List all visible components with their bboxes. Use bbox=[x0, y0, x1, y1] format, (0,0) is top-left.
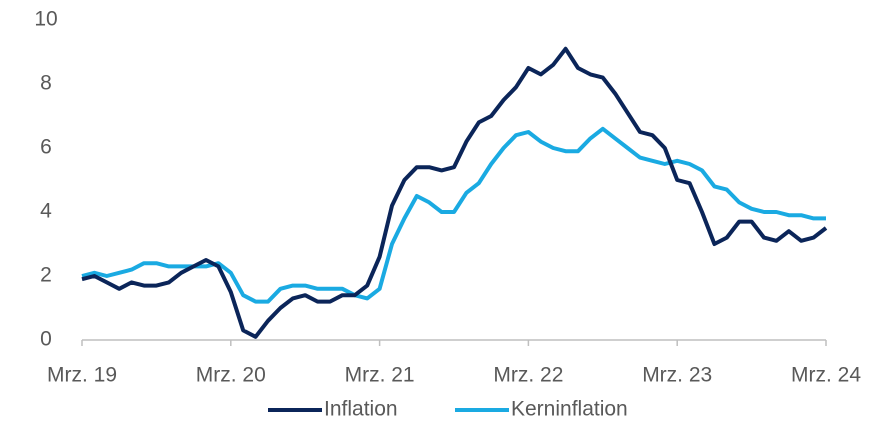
y-tick-label: 6 bbox=[40, 136, 52, 159]
line-series bbox=[81, 46, 828, 339]
y-tick-label: 2 bbox=[40, 264, 52, 287]
y-tick-label: 8 bbox=[40, 72, 52, 95]
line-series bbox=[81, 126, 826, 304]
x-tick-label: Mrz. 20 bbox=[196, 364, 266, 387]
x-tick-label: Mrz. 21 bbox=[345, 364, 415, 387]
x-tick-label: Mrz. 19 bbox=[47, 364, 117, 387]
x-tick-label: Mrz. 23 bbox=[642, 364, 712, 387]
x-tick-label: Mrz. 22 bbox=[493, 364, 563, 387]
legend-label: Kerninflation bbox=[511, 398, 628, 421]
y-tick-label: 10 bbox=[34, 8, 57, 31]
x-tick-label: Mrz. 24 bbox=[791, 364, 861, 387]
y-tick-label: 4 bbox=[40, 200, 52, 223]
y-tick-label: 0 bbox=[40, 328, 52, 351]
legend-label: Inflation bbox=[324, 398, 398, 421]
